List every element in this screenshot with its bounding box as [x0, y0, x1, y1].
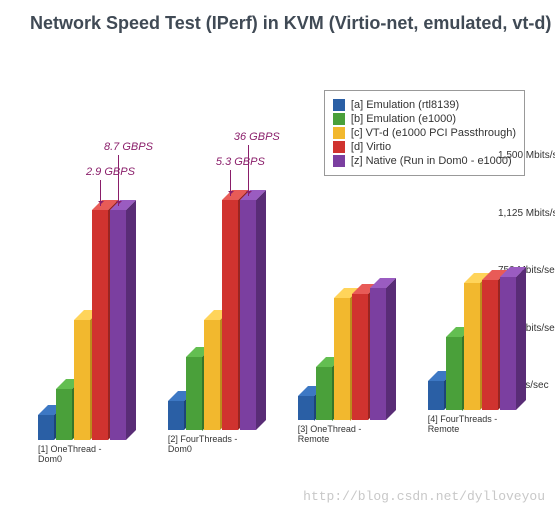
bar-c	[464, 283, 480, 410]
bar-z	[500, 277, 516, 410]
bar-a	[38, 415, 54, 440]
bar-c	[334, 298, 350, 421]
bar-d	[92, 210, 108, 440]
bar-c	[74, 320, 90, 440]
bar-d	[352, 294, 368, 420]
bar-b	[186, 357, 202, 431]
overflow-arrow	[118, 155, 119, 206]
bar-a	[428, 381, 444, 410]
overflow-callout: 2.9 GBPS	[86, 166, 135, 178]
chart-area: 0 Mbits/sec375 Mbits/sec750 Mbits/sec1,1…	[20, 110, 540, 470]
chart-title: Network Speed Test (IPerf) in KVM (Virti…	[30, 12, 551, 35]
overflow-callout: 36 GBPS	[234, 131, 280, 143]
bar-a	[168, 401, 184, 430]
bar-d	[482, 280, 498, 410]
x-group-label: [4] FourThreads - Remote	[428, 414, 518, 434]
x-group-label: [2] FourThreads - Dom0	[168, 434, 258, 454]
bar-b	[446, 337, 462, 411]
bar-z	[110, 210, 126, 440]
overflow-callout: 5.3 GBPS	[216, 156, 265, 168]
bar-b	[56, 389, 72, 440]
bar-b	[316, 367, 332, 421]
bar-c	[204, 320, 220, 430]
x-group-label: [3] OneThread - Remote	[298, 424, 388, 444]
overflow-arrow	[230, 170, 231, 196]
y-tick-label: 1,125 Mbits/sec	[498, 208, 555, 219]
bar-d	[222, 200, 238, 430]
y-tick-label: 1,500 Mbits/sec	[498, 150, 555, 161]
bar-z	[240, 200, 256, 430]
overflow-arrow	[100, 180, 101, 206]
overflow-callout: 8.7 GBPS	[104, 141, 153, 153]
overflow-arrow	[248, 145, 249, 196]
watermark: http://blog.csdn.net/dylloveyou	[303, 489, 545, 504]
bar-a	[298, 396, 314, 421]
x-group-label: [1] OneThread - Dom0	[38, 444, 128, 464]
bar-z	[370, 288, 386, 420]
